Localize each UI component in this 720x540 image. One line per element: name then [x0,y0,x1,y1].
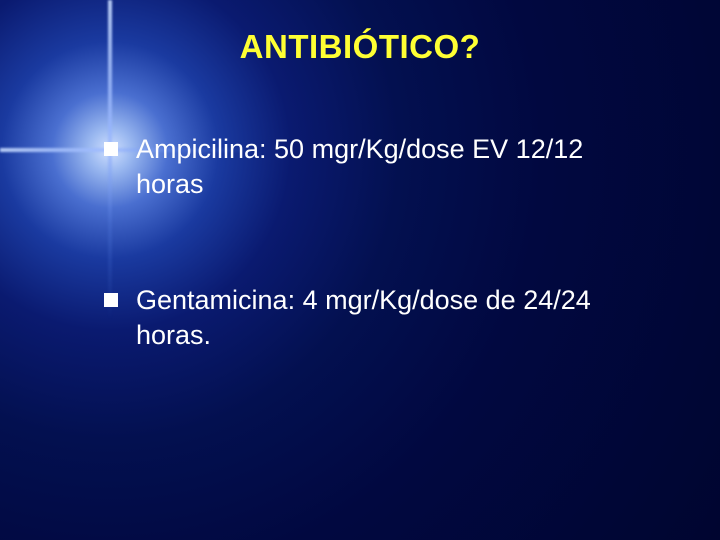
bullet-list: Ampicilina: 50 mgr/Kg/dose EV 12/12 hora… [48,132,672,352]
square-bullet-icon [104,293,118,307]
bullet-text: Ampicilina: 50 mgr/Kg/dose EV 12/12 hora… [136,132,652,201]
list-item: Ampicilina: 50 mgr/Kg/dose EV 12/12 hora… [104,132,652,201]
square-bullet-icon [104,142,118,156]
bullet-text: Gentamicina: 4 mgr/Kg/dose de 24/24 hora… [136,283,652,352]
slide: ANTIBIÓTICO? Ampicilina: 50 mgr/Kg/dose … [0,0,720,540]
list-item: Gentamicina: 4 mgr/Kg/dose de 24/24 hora… [104,283,652,352]
slide-title: ANTIBIÓTICO? [48,28,672,66]
